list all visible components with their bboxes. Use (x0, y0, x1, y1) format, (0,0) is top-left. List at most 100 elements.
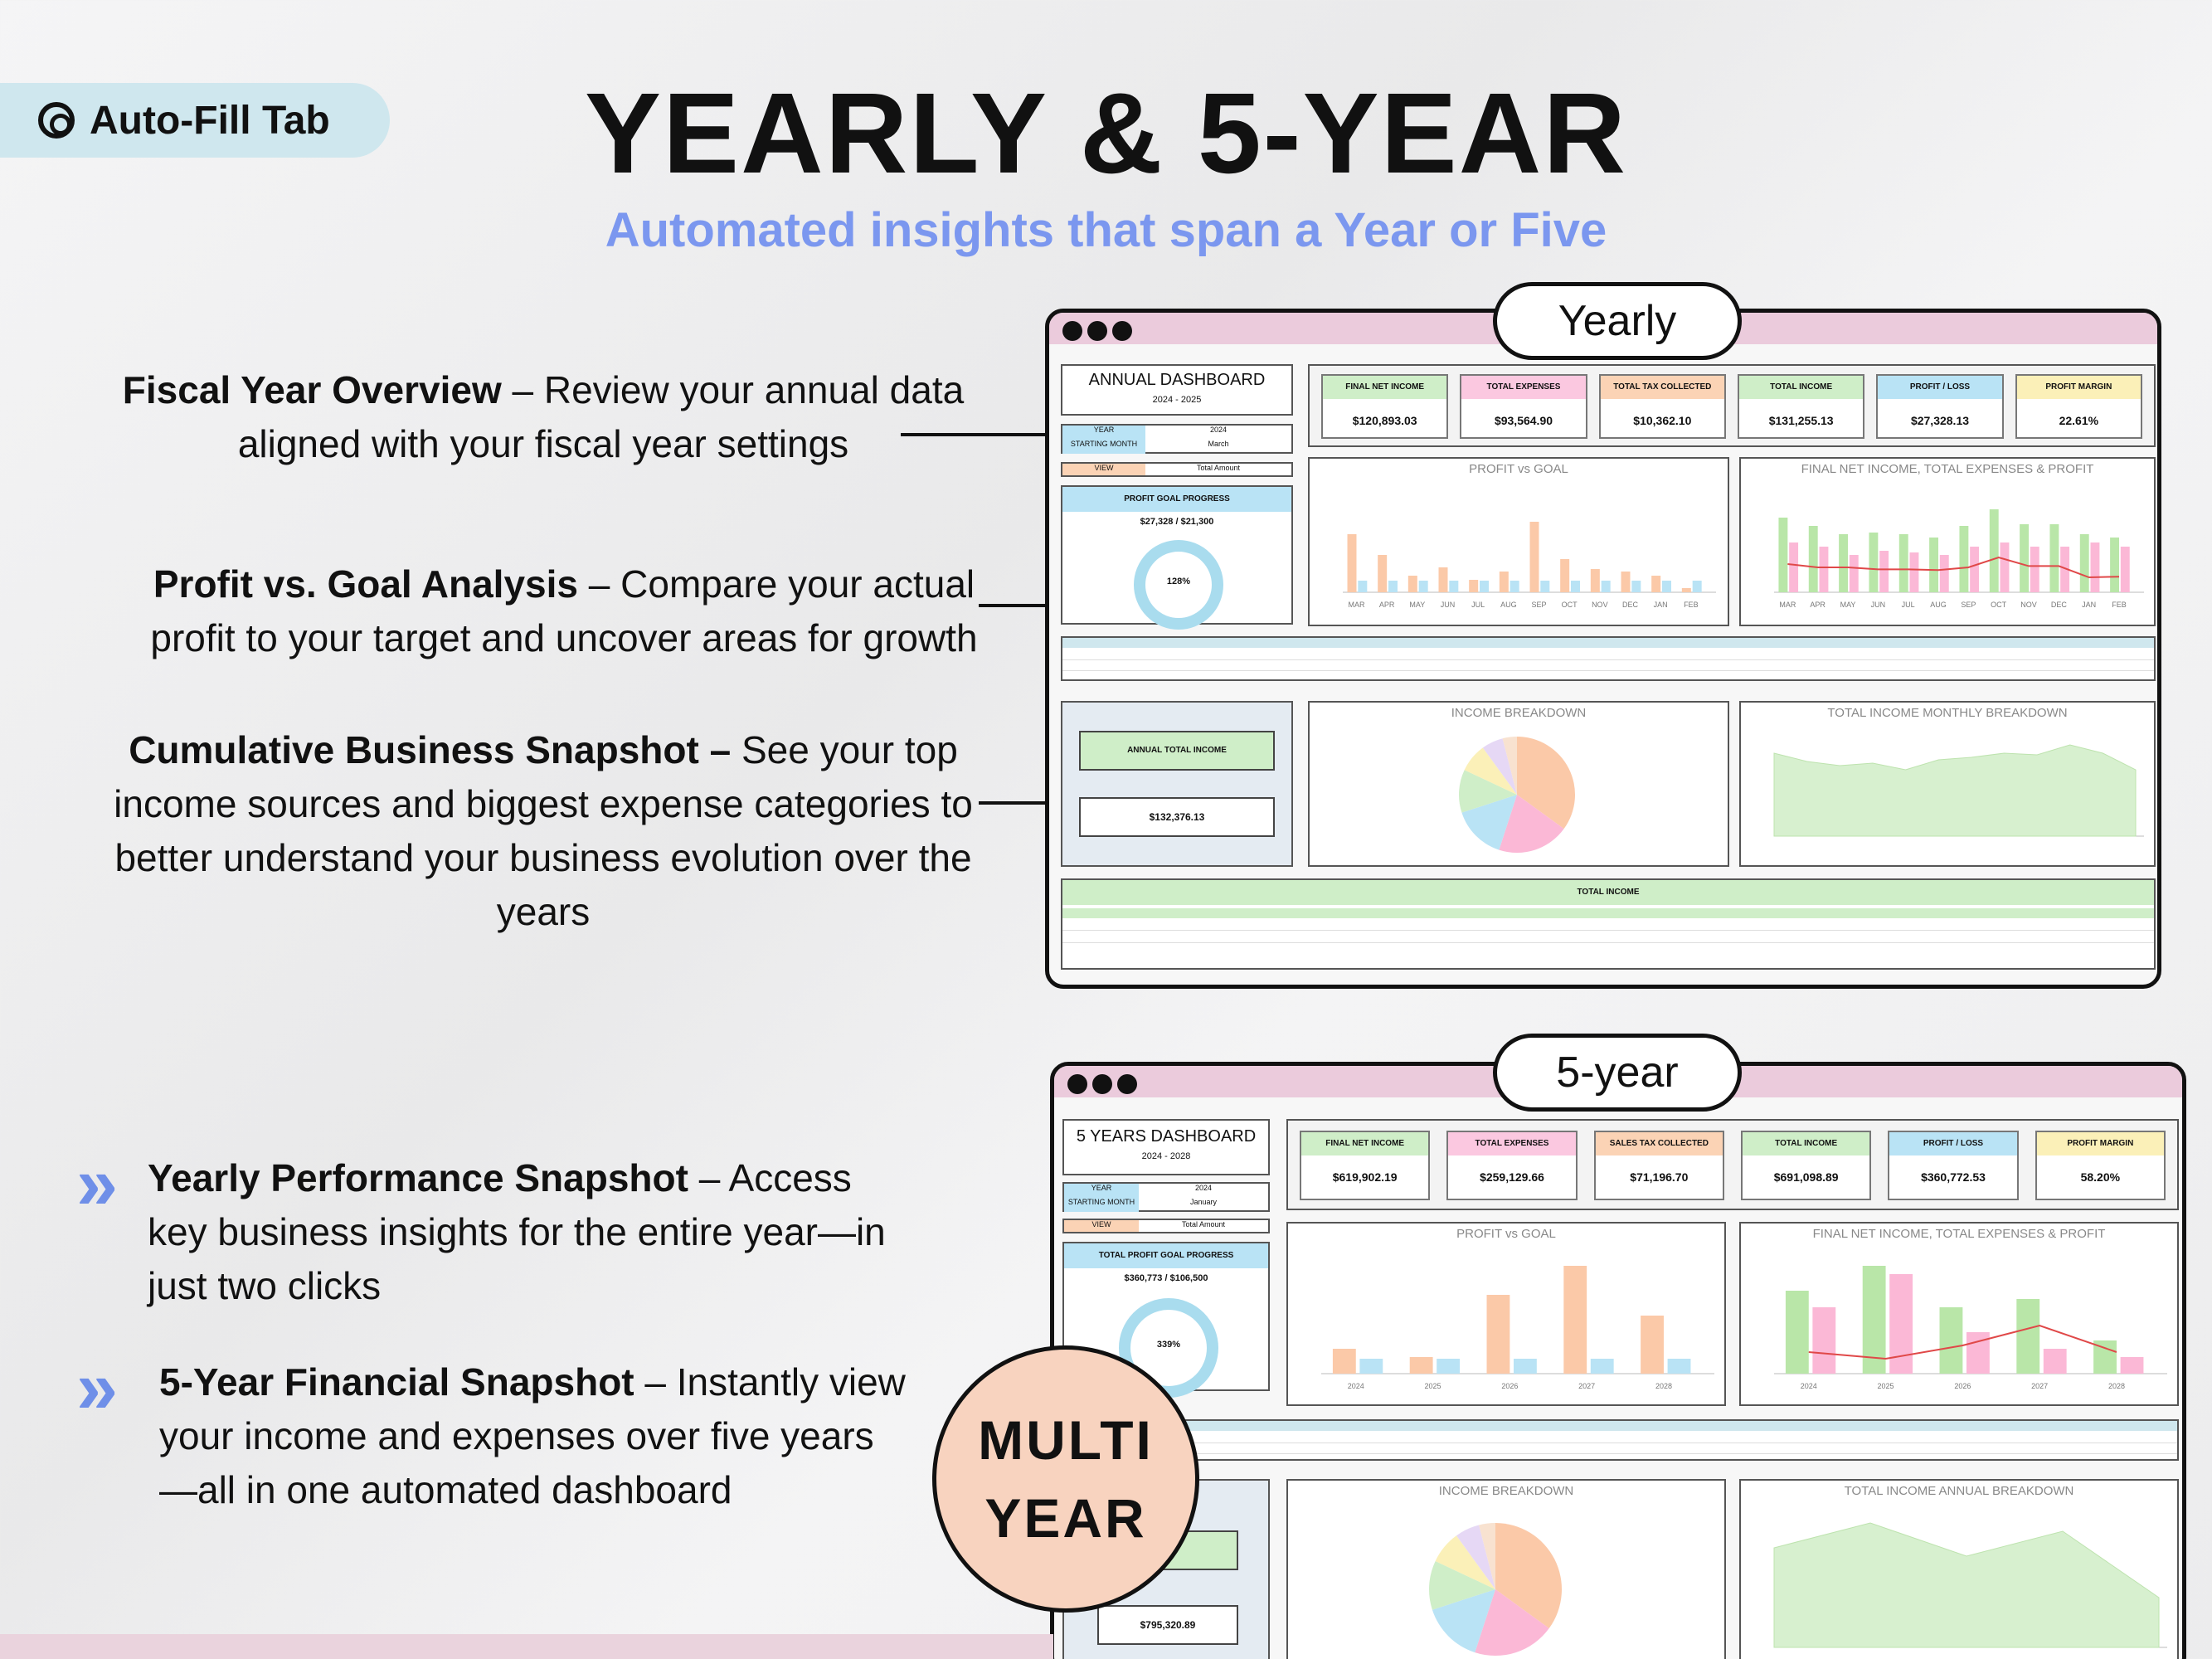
area-fill (1773, 1522, 2160, 1648)
bar (1939, 1307, 1963, 1374)
year-selector[interactable]: YEAR 2024 STARTING MONTH March (1061, 424, 1293, 454)
bar (1378, 555, 1388, 592)
pie-slice (1517, 737, 1575, 830)
pie-slice (1502, 737, 1517, 795)
kpi-label: TOTAL INCOME (1739, 376, 1864, 399)
kpi-card: FINAL NET INCOME $619,902.19 (1300, 1131, 1431, 1200)
bar (1359, 1359, 1383, 1374)
bar (1929, 538, 1939, 592)
auto-fill-tab-label: Auto-Fill Tab (90, 98, 330, 143)
x-tick-label: 2024 (1801, 1382, 1817, 1390)
bar (2079, 534, 2089, 592)
start-month-label: STARTING MONTH (1062, 440, 1145, 454)
view-value: Total Amount (1196, 464, 1241, 472)
badge-line-2: YEAR (984, 1487, 1147, 1549)
bullet-text: – Instantly view your income and expense… (159, 1360, 906, 1511)
x-tick-label: JUL (1902, 601, 1915, 609)
kpi-label: PROFIT MARGIN (2016, 376, 2141, 399)
net-income-svg: MAR APR MAY JUN JUL AUG SEP OCT NOV DEC JAN FEB (1774, 509, 2144, 609)
x-tick-label: MAY (1409, 601, 1425, 609)
bar (1970, 547, 1980, 592)
chart-title: FINAL NET INCOME, TOTAL EXPENSES & PROFI… (1812, 1227, 2106, 1241)
bar (1966, 1332, 1990, 1374)
x-tick-label: FEB (2112, 601, 2127, 609)
bar (1789, 542, 1799, 592)
net-income-svg: 2024 2025 2026 2027 2028 (1774, 1266, 2167, 1390)
feature-text: – Review your annual data aligned with y… (237, 368, 965, 465)
bar (2090, 542, 2100, 592)
view-selector[interactable]: VIEW Total Amount (1062, 1219, 1270, 1233)
kpi-label: SALES TAX COLLECTED (1595, 1132, 1723, 1155)
bar (1959, 526, 1969, 592)
bullet-text: – Access key business insights for the e… (148, 1156, 886, 1307)
kpi-card: PROFIT MARGIN 22.61% (2015, 374, 2142, 439)
goal-percent: 339% (1156, 1340, 1181, 1350)
pie-slice (1429, 1560, 1495, 1610)
x-tick-label: JAN (1654, 601, 1668, 609)
window-dot-icon (1087, 321, 1107, 341)
kpi-card: PROFIT / LOSS $27,328.13 (1876, 374, 2004, 439)
income-breakdown-chart: INCOME BREAKDOWN (1286, 1479, 1726, 1659)
pie-slice (1456, 1525, 1495, 1589)
bar (1480, 581, 1489, 592)
chart-title: FINAL NET INCOME, TOTAL EXPENSES & PROFI… (1801, 462, 2094, 476)
kpi-value: $10,362.10 (1633, 414, 1692, 427)
bar (1785, 1291, 1809, 1374)
bar (1889, 1274, 1913, 1374)
monthly-breakdown-chart: TOTAL INCOME MONTHLY BREAKDOWN (1739, 701, 2156, 867)
dashboard-title: ANNUAL DASHBOARD (1088, 371, 1266, 389)
kpi-value: $120,893.03 (1352, 414, 1417, 427)
feature-text: – Compare your actual profit to your tar… (150, 562, 978, 659)
bar (2016, 1299, 2040, 1374)
area-fill (1773, 744, 2137, 837)
bullet-title: 5-Year Financial Snapshot (159, 1360, 634, 1404)
kpi-value: $619,902.19 (1332, 1170, 1398, 1184)
x-tick-label: AUG (1500, 601, 1517, 609)
five-year-dashboard-window: 5 YEARS DASHBOARD 2024 - 2028 YEAR 2024 S… (1050, 1062, 2186, 1659)
annual-total-value: $132,376.13 (1079, 797, 1275, 837)
view-selector[interactable]: VIEW Total Amount (1061, 462, 1293, 477)
x-tick-label: AUG (1930, 601, 1947, 609)
page-subtitle: Automated insights that span a Year or F… (605, 203, 1607, 257)
pie-slice (1459, 770, 1517, 813)
x-tick-label: NOV (1592, 601, 1608, 609)
kpi-card: TOTAL EXPENSES $93,564.90 (1460, 374, 1587, 439)
kpi-value: 22.61% (2059, 414, 2099, 427)
pie-slice (1475, 1589, 1549, 1656)
kpi-card: TOTAL INCOME $131,255.13 (1738, 374, 1865, 439)
window-dot-icon (1067, 1074, 1087, 1094)
kpi-label: FINAL NET INCOME (1301, 1132, 1429, 1155)
bar (1662, 581, 1671, 592)
window-dot-icon (1062, 321, 1082, 341)
x-tick-label: DEC (2051, 601, 2068, 609)
dashboard-title: 5 YEARS DASHBOARD (1076, 1127, 1257, 1146)
x-tick-label: APR (1810, 601, 1826, 609)
bar (1681, 588, 1691, 592)
kpi-card: PROFIT / LOSS $360,772.53 (1888, 1131, 2019, 1200)
kpi-card: TOTAL INCOME $691,098.89 (1741, 1131, 1872, 1200)
feature-title: Cumulative Business Snapshot – (129, 728, 732, 771)
kpi-value: $691,098.89 (1773, 1170, 1839, 1184)
yearly-dashboard-window: ANNUAL DASHBOARD 2024 - 2025 YEAR 2024 ST… (1045, 309, 2161, 989)
annual-total-label: ANNUAL TOTAL INCOME (1079, 731, 1275, 771)
bottom-strip (0, 1634, 1053, 1659)
x-tick-label: JUN (1441, 601, 1456, 609)
multi-year-badge: MULTI YEAR (932, 1345, 1199, 1613)
pie-slice (1435, 1535, 1495, 1589)
goal-value: $360,773 / $106,500 (1124, 1273, 1208, 1283)
start-month-value: January (1189, 1198, 1218, 1206)
kpi-value: 58.20% (2080, 1170, 2121, 1184)
bar (1879, 551, 1889, 592)
year-selector[interactable]: YEAR 2024 STARTING MONTH January (1062, 1182, 1270, 1212)
x-tick-label: 2028 (1655, 1382, 1672, 1390)
bar (2000, 542, 2010, 592)
goal-title: PROFIT GOAL PROGRESS (1062, 487, 1291, 512)
x-tick-label: 2024 (1348, 1382, 1364, 1390)
bar (2120, 547, 2130, 592)
kpi-value: $27,328.13 (1910, 414, 1970, 427)
goal-percent: 128% (1166, 577, 1191, 586)
profit-goal-panel: PROFIT GOAL PROGRESS $27,328 / $21,300 1… (1061, 485, 1293, 630)
kpi-label: PROFIT / LOSS (1878, 376, 2002, 399)
bullet-five-year: 5-Year Financial Snapshot – Instantly vi… (159, 1355, 906, 1517)
kpi-value: $93,564.90 (1494, 414, 1553, 427)
